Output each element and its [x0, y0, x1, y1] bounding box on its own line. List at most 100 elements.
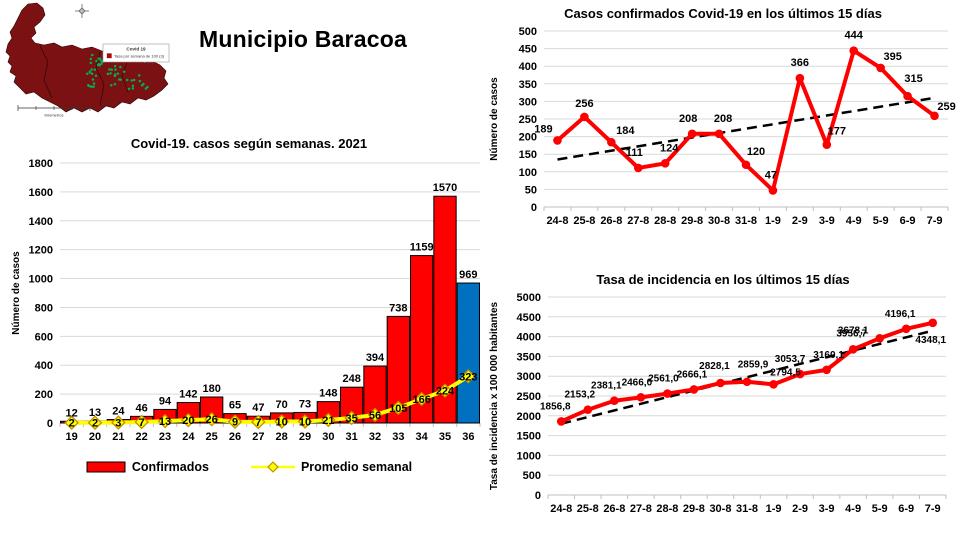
svg-text:177: 177 [828, 126, 846, 138]
svg-text:738: 738 [389, 302, 407, 314]
svg-text:1159: 1159 [410, 242, 434, 254]
svg-text:12: 12 [66, 407, 78, 419]
municipality-map: Covid 19 Tasa por semana de 100 (3) Kilo… [4, 2, 196, 128]
svg-text:4196,1: 4196,1 [885, 309, 916, 320]
svg-text:30-8: 30-8 [709, 503, 731, 515]
legend-item-confirmados: Confirmados [86, 460, 209, 474]
svg-text:10: 10 [276, 417, 288, 429]
svg-text:26: 26 [206, 414, 218, 426]
svg-text:7-9: 7-9 [927, 215, 943, 227]
svg-text:259: 259 [937, 101, 955, 113]
promedio-line-icon [250, 461, 295, 473]
svg-text:28-8: 28-8 [654, 215, 676, 227]
svg-text:111: 111 [626, 147, 643, 159]
svg-text:166: 166 [412, 394, 430, 406]
land-shape [5, 2, 169, 113]
svg-text:10: 10 [299, 417, 311, 429]
weekly-cases-chart: Covid-19. casos según semanas. 2021 0 200… [8, 136, 490, 474]
svg-text:0: 0 [47, 418, 53, 430]
svg-text:65: 65 [229, 400, 241, 412]
svg-text:315: 315 [904, 73, 922, 85]
svg-text:148: 148 [319, 388, 337, 400]
svg-text:180: 180 [202, 383, 220, 395]
svg-text:2153,2: 2153,2 [565, 390, 596, 401]
svg-text:1500: 1500 [517, 431, 541, 443]
svg-text:3053,7: 3053,7 [775, 354, 806, 365]
svg-text:27-8: 27-8 [630, 503, 652, 515]
svg-text:184: 184 [616, 125, 635, 137]
svg-text:27: 27 [252, 431, 264, 443]
weekly-chart-legend: Confirmados Promedio semanal [8, 460, 490, 474]
svg-text:9: 9 [232, 417, 238, 429]
svg-text:395: 395 [883, 51, 901, 63]
confirmed-cases-15d-chart: Casos confirmados Covid-19 en los último… [486, 6, 960, 240]
svg-text:3-9: 3-9 [819, 503, 835, 515]
svg-text:2-9: 2-9 [792, 503, 808, 515]
svg-text:100: 100 [519, 167, 537, 179]
svg-text:Tasa de incidencia x 100 000 h: Tasa de incidencia x 100 000 habitantes [489, 301, 500, 490]
svg-text:2859,9: 2859,9 [738, 360, 769, 371]
svg-text:4348,1: 4348,1 [915, 335, 946, 346]
svg-text:28-8: 28-8 [656, 503, 678, 515]
legend-label-confirmados: Confirmados [131, 460, 209, 474]
svg-text:24: 24 [112, 406, 125, 418]
incidence-rate-15d-chart: Tasa de incidencia en los últimos 15 día… [486, 272, 960, 530]
svg-text:4500: 4500 [517, 312, 541, 324]
svg-text:27-8: 27-8 [627, 215, 649, 227]
svg-text:500: 500 [519, 26, 537, 38]
svg-text:2794,5: 2794,5 [770, 367, 801, 378]
svg-text:1-9: 1-9 [765, 215, 781, 227]
svg-text:3678,1: 3678,1 [838, 325, 869, 336]
svg-text:450: 450 [519, 44, 537, 56]
svg-text:21: 21 [112, 431, 124, 443]
svg-text:1000: 1000 [29, 274, 53, 286]
svg-text:Número de casos: Número de casos [11, 251, 22, 335]
svg-text:250: 250 [519, 114, 537, 126]
svg-text:47: 47 [765, 169, 777, 181]
svg-text:366: 366 [791, 57, 809, 69]
svg-text:248: 248 [342, 373, 360, 385]
svg-text:969: 969 [459, 269, 477, 281]
svg-text:2666,1: 2666,1 [677, 369, 708, 380]
svg-text:7: 7 [255, 417, 261, 429]
svg-text:24: 24 [182, 431, 195, 443]
incidence15-chart-title: Tasa de incidencia en los últimos 15 día… [596, 272, 850, 287]
svg-text:Número de casos: Número de casos [489, 77, 500, 161]
internal-boundary [121, 59, 129, 93]
svg-text:31-8: 31-8 [736, 503, 758, 515]
svg-text:142: 142 [179, 388, 197, 400]
svg-text:13: 13 [159, 416, 171, 428]
page-title: Municipio Baracoa [199, 26, 407, 52]
svg-text:20: 20 [182, 415, 194, 427]
svg-text:444: 444 [845, 30, 864, 42]
svg-text:800: 800 [35, 302, 53, 314]
svg-text:200: 200 [35, 389, 53, 401]
svg-text:2828,1: 2828,1 [699, 361, 730, 372]
svg-text:29-8: 29-8 [683, 503, 705, 515]
svg-text:13: 13 [89, 407, 101, 419]
map-legend: Covid 19 Tasa por semana de 100 (3) [102, 43, 170, 63]
svg-text:21: 21 [322, 415, 334, 427]
map-scale-label: Kilometros [45, 113, 64, 118]
svg-text:0: 0 [535, 490, 541, 502]
cases15-chart-plot: 0 50 100 150 200 250 300 350 400 450 500 24-8 25-8 26… [489, 26, 956, 227]
svg-text:124: 124 [660, 142, 679, 154]
svg-text:31-8: 31-8 [735, 215, 757, 227]
svg-text:1-9: 1-9 [766, 503, 782, 515]
svg-text:47: 47 [252, 402, 264, 414]
svg-text:7-9: 7-9 [925, 503, 941, 515]
svg-text:25: 25 [206, 431, 218, 443]
svg-text:208: 208 [679, 113, 697, 125]
svg-text:208: 208 [714, 113, 732, 125]
svg-text:2500: 2500 [517, 391, 541, 403]
svg-text:300: 300 [519, 96, 537, 108]
svg-text:189: 189 [534, 123, 552, 135]
svg-text:5-9: 5-9 [872, 503, 888, 515]
svg-text:70: 70 [276, 399, 288, 411]
svg-text:3956,7: 3956,7 [836, 328, 867, 339]
svg-text:36: 36 [462, 431, 474, 443]
svg-text:256: 256 [575, 98, 593, 110]
svg-text:29-8: 29-8 [681, 215, 703, 227]
